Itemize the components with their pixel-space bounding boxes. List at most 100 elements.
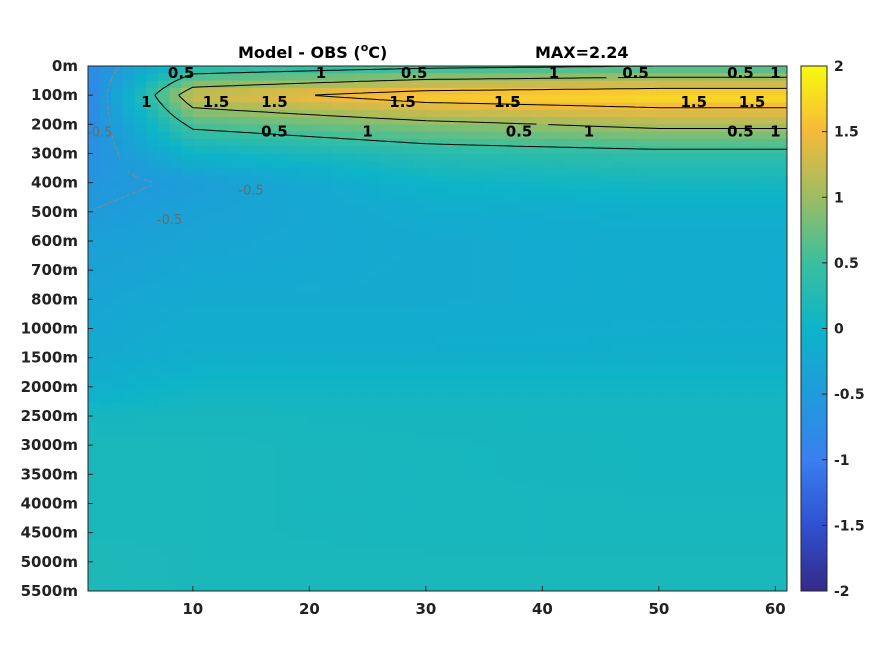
heatmap-cell xyxy=(379,204,392,213)
heatmap-cell xyxy=(286,386,299,395)
heatmap-cell xyxy=(192,292,206,300)
heatmap-cell xyxy=(495,503,508,512)
heatmap-cell xyxy=(717,299,730,308)
heatmap-cell xyxy=(309,416,322,424)
heatmap-cell xyxy=(251,445,264,454)
heatmap-cell xyxy=(705,372,718,381)
heatmap-cell xyxy=(309,131,322,140)
heatmap-cell xyxy=(169,547,182,556)
heatmap-cell xyxy=(507,510,520,519)
heatmap-cell xyxy=(192,561,206,570)
heatmap-cell xyxy=(134,496,147,505)
heatmap-cell xyxy=(88,321,101,330)
heatmap-cell xyxy=(775,66,787,74)
heatmap-cell xyxy=(623,445,637,454)
heatmap-cell xyxy=(169,226,182,235)
heatmap-cell xyxy=(588,364,602,373)
heatmap-cell xyxy=(623,386,637,395)
heatmap-cell xyxy=(682,394,695,403)
heatmap-cell xyxy=(449,335,462,344)
heatmap-cell xyxy=(484,539,497,548)
heatmap-cell xyxy=(623,80,637,89)
heatmap-cell xyxy=(332,408,345,417)
heatmap-cell xyxy=(682,292,695,300)
heatmap-cell xyxy=(600,445,613,454)
heatmap-cell xyxy=(775,197,787,206)
heatmap-cell xyxy=(216,270,229,279)
heatmap-cell xyxy=(600,576,613,585)
heatmap-cell xyxy=(623,270,637,279)
heatmap-cell xyxy=(239,554,252,563)
heatmap-cell xyxy=(122,488,136,497)
colorbar-tick-label: -1.5 xyxy=(834,518,865,534)
heatmap-cell xyxy=(658,416,672,424)
heatmap-cell xyxy=(693,496,707,505)
heatmap-cell xyxy=(239,73,252,82)
heatmap-cell xyxy=(297,408,310,417)
heatmap-cell xyxy=(239,474,252,483)
heatmap-cell xyxy=(647,379,660,388)
heatmap-cell xyxy=(425,328,439,337)
heatmap-cell xyxy=(484,474,497,483)
heatmap-cell xyxy=(670,328,683,337)
heatmap-cell xyxy=(472,138,485,147)
heatmap-cell xyxy=(286,350,299,359)
heatmap-cell xyxy=(192,503,206,512)
heatmap-cell xyxy=(227,539,241,548)
heatmap-cell xyxy=(297,379,310,388)
heatmap-cell xyxy=(449,211,462,220)
heatmap-cell xyxy=(297,532,310,541)
heatmap-cell xyxy=(705,306,718,315)
heatmap-cell xyxy=(554,525,567,534)
heatmap-cell xyxy=(693,364,707,373)
heatmap-cell xyxy=(111,408,124,417)
heatmap-cell xyxy=(577,204,590,213)
heatmap-cell xyxy=(449,138,462,147)
heatmap-cell xyxy=(588,394,602,403)
heatmap-cell xyxy=(99,153,112,162)
heatmap-cell xyxy=(192,364,206,373)
heatmap-cell xyxy=(204,204,217,213)
heatmap-cell xyxy=(460,554,474,563)
heatmap-cell xyxy=(274,488,287,497)
heatmap-cell xyxy=(251,66,264,74)
heatmap-cell xyxy=(717,547,730,556)
heatmap-cell xyxy=(134,182,147,191)
heatmap-cell xyxy=(122,160,136,169)
heatmap-cell xyxy=(693,109,707,118)
heatmap-cell xyxy=(204,503,217,512)
heatmap-cell xyxy=(693,284,707,293)
heatmap-cell xyxy=(565,335,578,344)
heatmap-cell xyxy=(554,226,567,235)
heatmap-cell xyxy=(670,583,683,591)
heatmap-cell xyxy=(297,219,310,228)
heatmap-cell xyxy=(437,343,450,351)
y-tick-label: 300m xyxy=(31,145,78,163)
heatmap-cell xyxy=(623,335,637,344)
heatmap-cell xyxy=(88,379,101,388)
heatmap-cell xyxy=(693,306,707,315)
heatmap-cell xyxy=(519,160,532,169)
heatmap-cell xyxy=(414,525,427,534)
heatmap-cell xyxy=(251,262,264,271)
heatmap-cell xyxy=(169,452,182,461)
contour-line xyxy=(154,66,787,150)
heatmap-cell xyxy=(192,532,206,541)
heatmap-cell xyxy=(752,292,765,300)
heatmap-cell xyxy=(763,576,776,585)
heatmap-cell xyxy=(647,109,660,118)
heatmap-cell xyxy=(635,95,648,104)
heatmap-cell xyxy=(763,138,776,147)
heatmap-cell xyxy=(332,561,345,570)
heatmap-cell xyxy=(181,292,194,300)
y-tick-label: 100m xyxy=(31,86,78,104)
heatmap-cell xyxy=(472,233,485,242)
heatmap-cell xyxy=(134,445,147,454)
heatmap-cell xyxy=(134,350,147,359)
heatmap-cell xyxy=(239,277,252,286)
heatmap-cell xyxy=(309,306,322,315)
heatmap-cell xyxy=(437,292,450,300)
heatmap-cell xyxy=(588,423,602,432)
heatmap-cell xyxy=(507,117,520,125)
heatmap-cell xyxy=(449,102,462,111)
